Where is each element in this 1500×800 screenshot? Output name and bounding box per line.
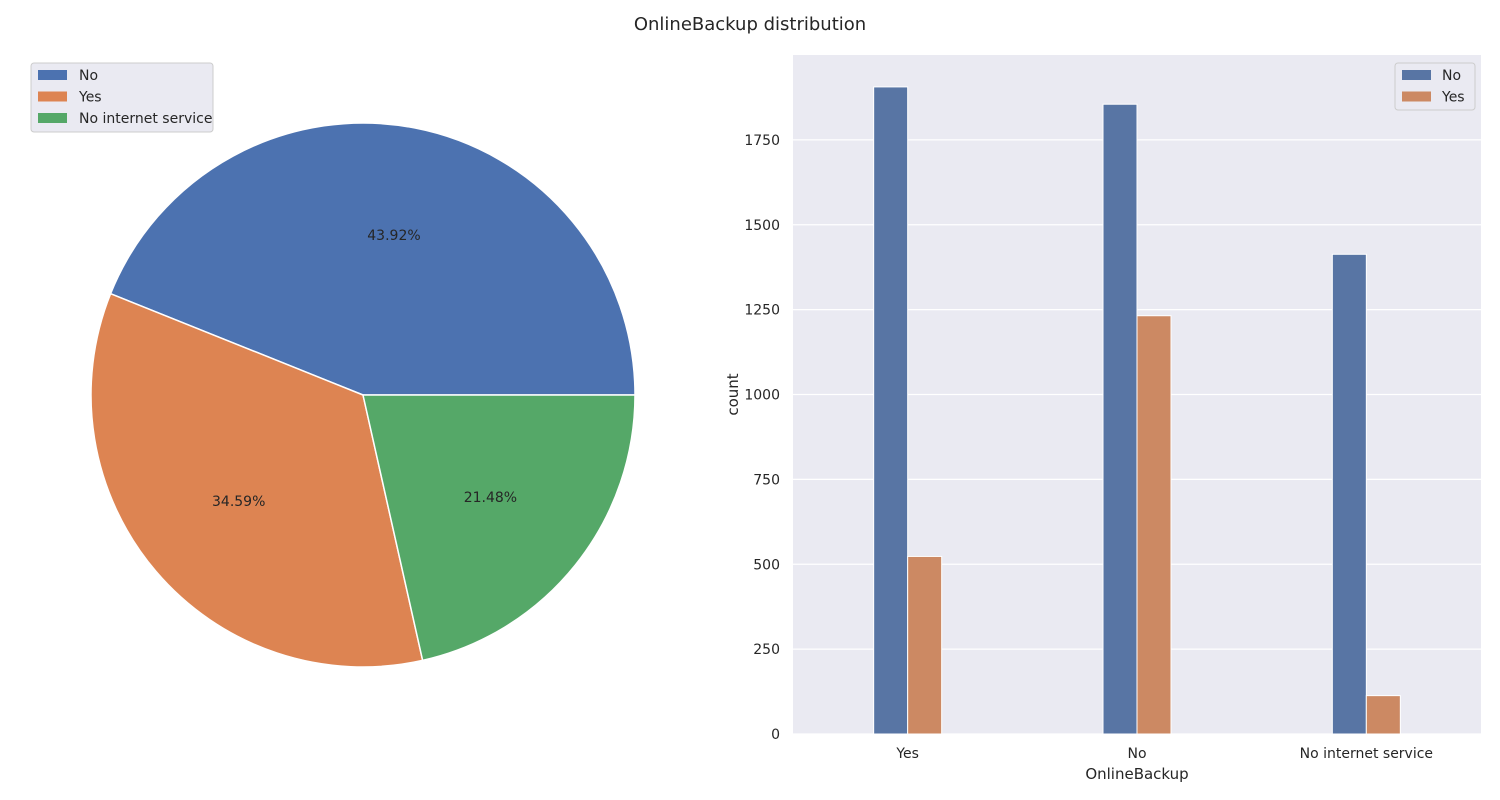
x-axis-label: OnlineBackup [1085,765,1188,783]
x-tick-label: Yes [895,746,919,762]
bar-no-no-internet-service [1331,253,1367,735]
y-tick-label: 750 [753,472,780,488]
y-tick-label: 1750 [744,133,780,149]
bar-no-yes [873,86,909,735]
y-tick-label: 500 [753,557,780,573]
pie-slice-no [109,122,636,396]
pie-legend-swatch [38,91,67,102]
pie-legend-label: No [79,68,98,84]
y-tick-label: 0 [771,727,780,743]
bar-chart: 0 250 500 750 1000 1250 1500 1750 Yes No No intern… [724,55,1481,783]
x-tick-label: No [1127,746,1146,762]
pie-slice-yes [90,292,424,668]
pie-chart: 43.92% 34.59% 21.48% [90,122,636,668]
x-tick-label: No internet service [1300,746,1433,762]
y-tick-label: 250 [753,642,780,658]
y-tick-label: 1500 [744,218,780,234]
bar-legend-label: Yes [1441,90,1465,106]
pie-legend-label: No internet service [79,111,212,127]
pie-legend-box [30,62,214,133]
figure-title: OnlineBackup distribution [634,14,866,35]
pie-pct-label: 21.48% [464,490,517,506]
pie-legend-swatch [38,70,67,80]
bar-yes-yes [907,555,943,735]
bar-legend-swatch [1402,70,1431,80]
bar-legend-swatch [1402,91,1431,102]
bar-no-no [1102,103,1138,735]
y-tick-label: 1250 [744,303,780,319]
pie-legend-swatch [38,113,67,123]
pie-pct-label: 34.59% [212,494,265,510]
bar-legend-label: No [1442,68,1461,84]
y-tick-label: 1000 [744,388,780,404]
y-axis-label: count [724,373,742,415]
pie-slice-no-internet-service [362,394,636,662]
pie-legend: No Yes No internet service [30,62,214,133]
bar-yes-no-internet-service [1365,695,1401,735]
pie-legend-label: Yes [78,90,102,106]
bar-yes-no [1136,315,1172,735]
pie-pct-label: 43.92% [367,228,420,244]
